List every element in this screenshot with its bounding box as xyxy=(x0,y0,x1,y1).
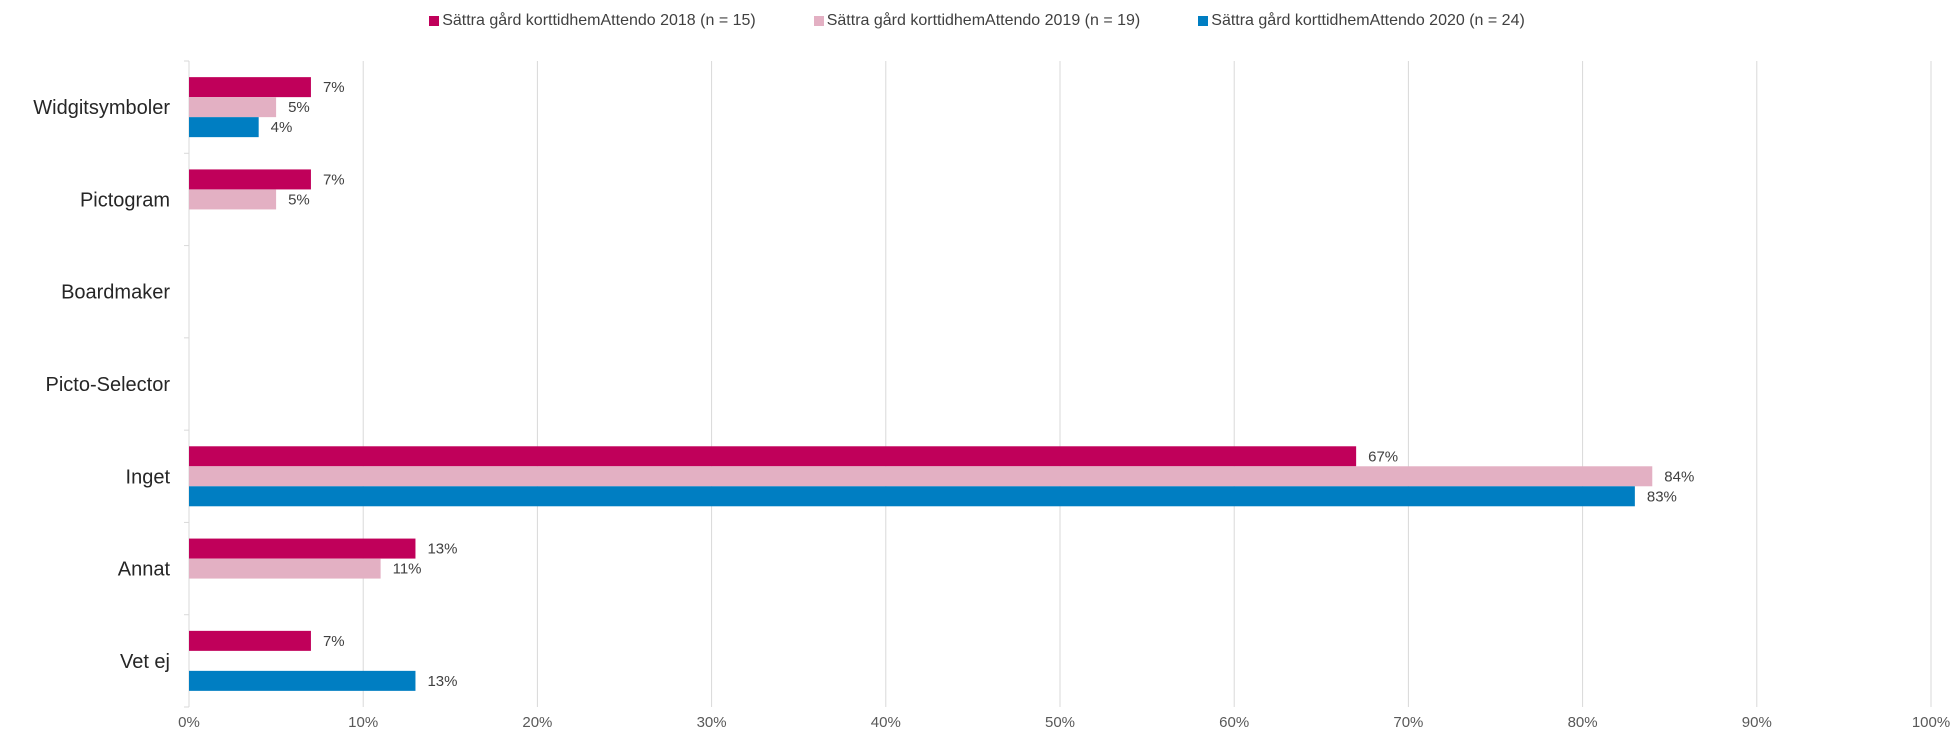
legend-item-2019: Sättra gård korttidhemAttendo 2019 (n = … xyxy=(813,12,1141,30)
x-tick-label: 20% xyxy=(522,714,552,731)
x-tick-label: 0% xyxy=(178,714,200,731)
x-tick-label: 40% xyxy=(871,714,901,731)
legend-item-2018: Sättra gård korttidhemAttendo 2018 (n = … xyxy=(429,12,756,30)
data-label: 5% xyxy=(288,191,310,208)
legend-swatch-2018 xyxy=(429,16,440,26)
x-tick-label: 30% xyxy=(697,714,727,731)
data-label: 5% xyxy=(288,99,310,116)
legend-label-2019: Sättra gård korttidhemAttendo 2019 (n = … xyxy=(826,12,1141,29)
category-label: Annat xyxy=(118,559,171,581)
data-label: 7% xyxy=(323,171,345,188)
bar xyxy=(189,97,277,118)
data-label: 13% xyxy=(427,541,457,558)
data-label: 83% xyxy=(1647,488,1677,505)
x-tick-label: 70% xyxy=(1393,714,1423,731)
x-tick-label: 60% xyxy=(1219,714,1249,731)
data-label: 11% xyxy=(393,561,422,578)
x-tick-label: 50% xyxy=(1045,714,1075,731)
category-label: Boardmaker xyxy=(61,282,170,304)
data-label: 7% xyxy=(323,633,345,650)
category-label: Widgitsymboler xyxy=(33,97,170,119)
bar xyxy=(189,169,311,190)
bar xyxy=(189,558,381,579)
bar xyxy=(189,117,259,138)
data-label: 7% xyxy=(323,79,345,96)
category-label: Inget xyxy=(126,466,171,488)
data-label: 4% xyxy=(271,119,293,136)
bar xyxy=(189,538,416,559)
legend-swatch-2019 xyxy=(813,16,824,26)
category-label: Picto-Selector xyxy=(46,374,171,396)
x-tick-label: 80% xyxy=(1568,714,1598,731)
x-tick-label: 90% xyxy=(1742,714,1772,731)
bar xyxy=(189,670,416,691)
bar xyxy=(189,446,1357,467)
legend-label-2020: Sättra gård korttidhemAttendo 2020 (n = … xyxy=(1211,12,1525,29)
category-label: Pictogram xyxy=(80,189,170,211)
legend-item-2020: Sättra gård korttidhemAttendo 2020 (n = … xyxy=(1198,12,1525,30)
data-label: 67% xyxy=(1368,448,1398,465)
category-label: Vet ej xyxy=(120,651,170,673)
bar xyxy=(189,466,1653,487)
data-label: 84% xyxy=(1664,468,1694,485)
bar xyxy=(189,630,311,651)
bar xyxy=(189,486,1635,507)
bar xyxy=(189,189,277,210)
legend-swatch-2020 xyxy=(1198,16,1209,26)
x-tick-label: 100% xyxy=(1912,714,1950,731)
data-label: 13% xyxy=(427,673,457,690)
bar xyxy=(189,77,311,98)
x-tick-label: 10% xyxy=(348,714,378,731)
legend-label-2018: Sättra gård korttidhemAttendo 2018 (n = … xyxy=(442,12,756,29)
chart-legend: Sättra gård korttidhemAttendo 2018 (n = … xyxy=(0,12,1954,30)
